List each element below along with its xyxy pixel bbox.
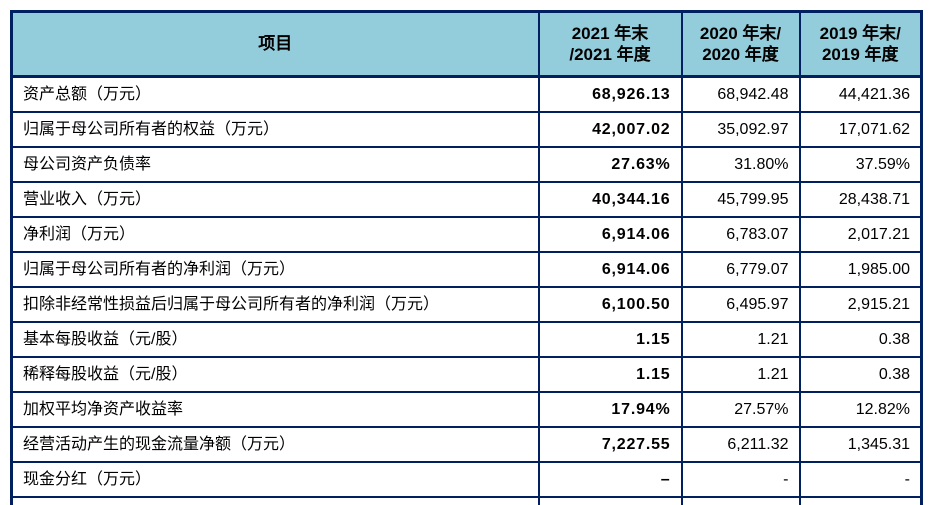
header-2021-line2: /2021 年度 xyxy=(569,45,651,64)
table-row: 加权平均净资产收益率 17.94% 27.57% 12.82% xyxy=(10,391,923,428)
value-2021: 6,914.06 xyxy=(537,251,683,288)
table-row: 扣除非经常性损益后归属于母公司所有者的净利润（万元） 6,100.50 6,49… xyxy=(10,286,923,323)
value-2019: 12.82% xyxy=(798,391,923,428)
table-row: 母公司资产负债率 27.63% 31.80% 37.59% xyxy=(10,146,923,183)
value-2019: 0.38 xyxy=(798,356,923,393)
header-2021-column: 2021 年末 /2021 年度 xyxy=(537,10,683,78)
value-2021: 1.15 xyxy=(537,356,683,393)
row-label: 基本每股收益（元/股） xyxy=(10,321,540,358)
value-2019: 2,915.21 xyxy=(798,286,923,323)
value-2020: 31.80% xyxy=(680,146,801,183)
table-row: 基本每股收益（元/股） 1.15 1.21 0.38 xyxy=(10,321,923,358)
value-2019: 28,438.71 xyxy=(798,181,923,218)
value-2020: 6,783.07 xyxy=(680,216,801,253)
table-row: 归属于母公司所有者的权益（万元） 42,007.02 35,092.97 17,… xyxy=(10,111,923,148)
value-2021: 17.94% xyxy=(537,391,683,428)
row-label: 归属于母公司所有者的权益（万元） xyxy=(10,111,540,148)
value-2019: 1,985.00 xyxy=(798,251,923,288)
table-row: 归属于母公司所有者的净利润（万元） 6,914.06 6,779.07 1,98… xyxy=(10,251,923,288)
financial-summary-table: 项目 2021 年末 /2021 年度 2020 年末/ 2020 年度 201… xyxy=(10,10,923,505)
row-label: 母公司资产负债率 xyxy=(10,146,540,183)
value-2020: 6,211.32 xyxy=(680,426,801,463)
header-item-column: 项目 xyxy=(10,10,540,78)
value-2020: 45,799.95 xyxy=(680,181,801,218)
value-2019: 17,071.62 xyxy=(798,111,923,148)
value-2019: 37.59% xyxy=(798,146,923,183)
row-label: 营业收入（万元） xyxy=(10,181,540,218)
value-2021: 1.15 xyxy=(537,321,683,358)
value-2021: 6,914.06 xyxy=(537,216,683,253)
table-header-row: 项目 2021 年末 /2021 年度 2020 年末/ 2020 年度 201… xyxy=(10,10,923,78)
value-2020: 6.02% xyxy=(680,496,801,505)
value-2019: 0.38 xyxy=(798,321,923,358)
value-2020: 68,942.48 xyxy=(680,75,801,113)
value-2021: 40,344.16 xyxy=(537,181,683,218)
value-2019: - xyxy=(798,461,923,498)
row-label: 现金分红（万元） xyxy=(10,461,540,498)
value-2021: 68,926.13 xyxy=(537,75,683,113)
row-label: 资产总额（万元） xyxy=(10,75,540,113)
table-row: 研发投入占营业收入的比例 6.41% 6.02% 5.66% xyxy=(10,496,923,505)
header-2019-line1: 2019 年末/ xyxy=(819,23,901,43)
header-item-label: 项目 xyxy=(258,34,293,54)
value-2019: 5.66% xyxy=(798,496,923,505)
value-2020: 6,779.07 xyxy=(680,251,801,288)
header-2020-line2: 2020 年度 xyxy=(702,45,779,64)
table-row: 稀释每股收益（元/股） 1.15 1.21 0.38 xyxy=(10,356,923,393)
value-2021: 42,007.02 xyxy=(537,111,683,148)
table-row: 净利润（万元） 6,914.06 6,783.07 2,017.21 xyxy=(10,216,923,253)
table-row: 营业收入（万元） 40,344.16 45,799.95 28,438.71 xyxy=(10,181,923,218)
header-2021-line1: 2021 年末 xyxy=(571,23,649,43)
header-2020-column: 2020 年末/ 2020 年度 xyxy=(680,10,801,78)
row-label: 归属于母公司所有者的净利润（万元） xyxy=(10,251,540,288)
value-2019: 1,345.31 xyxy=(798,426,923,463)
row-label: 稀释每股收益（元/股） xyxy=(10,356,540,393)
header-2020-line1: 2020 年末/ xyxy=(699,23,782,43)
header-2019-column: 2019 年末/ 2019 年度 xyxy=(798,10,923,78)
value-2020: 27.57% xyxy=(680,391,801,428)
table-row: 经营活动产生的现金流量净额（万元） 7,227.55 6,211.32 1,34… xyxy=(10,426,923,463)
row-label: 经营活动产生的现金流量净额（万元） xyxy=(10,426,540,463)
value-2020: - xyxy=(680,461,801,498)
value-2019: 2,017.21 xyxy=(798,216,923,253)
table-row: 资产总额（万元） 68,926.13 68,942.48 44,421.36 xyxy=(10,75,923,113)
value-2021: 6.41% xyxy=(537,496,683,505)
row-label: 扣除非经常性损益后归属于母公司所有者的净利润（万元） xyxy=(10,286,540,323)
value-2021: – xyxy=(537,461,683,498)
table-row: 现金分红（万元） – - - xyxy=(10,461,923,498)
row-label: 净利润（万元） xyxy=(10,216,540,253)
value-2020: 6,495.97 xyxy=(680,286,801,323)
value-2021: 27.63% xyxy=(537,146,683,183)
value-2020: 1.21 xyxy=(680,356,801,393)
value-2021: 7,227.55 xyxy=(537,426,683,463)
value-2021: 6,100.50 xyxy=(537,286,683,323)
value-2019: 44,421.36 xyxy=(798,75,923,113)
header-2019-line2: 2019 年度 xyxy=(821,45,899,64)
row-label: 加权平均净资产收益率 xyxy=(10,391,540,428)
row-label: 研发投入占营业收入的比例 xyxy=(10,496,540,505)
value-2020: 1.21 xyxy=(680,321,801,358)
value-2020: 35,092.97 xyxy=(680,111,801,148)
